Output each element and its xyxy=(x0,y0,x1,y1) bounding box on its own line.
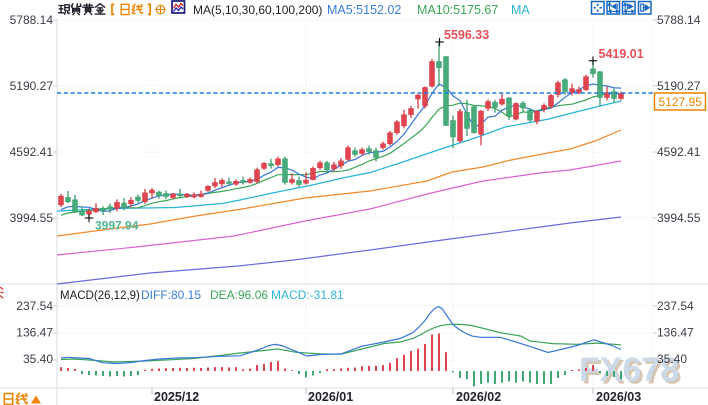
svg-text:3997.94: 3997.94 xyxy=(95,219,139,233)
svg-text:DEA:96.06: DEA:96.06 xyxy=(210,288,268,302)
svg-text:5596.33: 5596.33 xyxy=(444,28,489,42)
svg-text:4592.41: 4592.41 xyxy=(657,145,701,159)
svg-text:2026/03: 2026/03 xyxy=(596,390,641,404)
svg-text:MACD:-31.81: MACD:-31.81 xyxy=(271,288,344,302)
svg-text:136.47: 136.47 xyxy=(16,326,53,340)
svg-text:136.47: 136.47 xyxy=(657,326,694,340)
svg-text:2026/02: 2026/02 xyxy=(456,390,501,404)
svg-text:3994.55: 3994.55 xyxy=(10,211,54,225)
svg-text:MACD(26,12,9): MACD(26,12,9) xyxy=(60,290,140,302)
svg-text:5127.95: 5127.95 xyxy=(659,95,703,109)
svg-text:5788.14: 5788.14 xyxy=(10,13,54,27)
svg-text:237.54: 237.54 xyxy=(657,299,694,313)
svg-text:4592.41: 4592.41 xyxy=(10,145,54,159)
svg-text:FX678: FX678 xyxy=(582,354,682,392)
svg-text:FX678: FX678 xyxy=(579,351,679,389)
svg-text:35.40: 35.40 xyxy=(23,352,53,366)
svg-text:5788.14: 5788.14 xyxy=(657,13,701,27)
svg-text:MA(5,10,30,60,100,200): MA(5,10,30,60,100,200) xyxy=(193,3,322,17)
svg-text:3994.55: 3994.55 xyxy=(657,211,701,225)
svg-text:MA: MA xyxy=(511,3,530,17)
svg-text:5190.27: 5190.27 xyxy=(10,79,54,93)
svg-text:5190.27: 5190.27 xyxy=(657,79,701,93)
svg-text:MA5:5152.02: MA5:5152.02 xyxy=(327,3,401,17)
svg-text:MA10:5175.67: MA10:5175.67 xyxy=(417,3,498,17)
svg-text:2026/01: 2026/01 xyxy=(308,390,353,404)
svg-text:2025/12: 2025/12 xyxy=(154,390,199,404)
svg-text:237.54: 237.54 xyxy=(16,299,53,313)
svg-text:35.40: 35.40 xyxy=(657,352,687,366)
svg-text:5419.01: 5419.01 xyxy=(599,47,644,61)
svg-text:DIFF:80.15: DIFF:80.15 xyxy=(141,288,201,302)
